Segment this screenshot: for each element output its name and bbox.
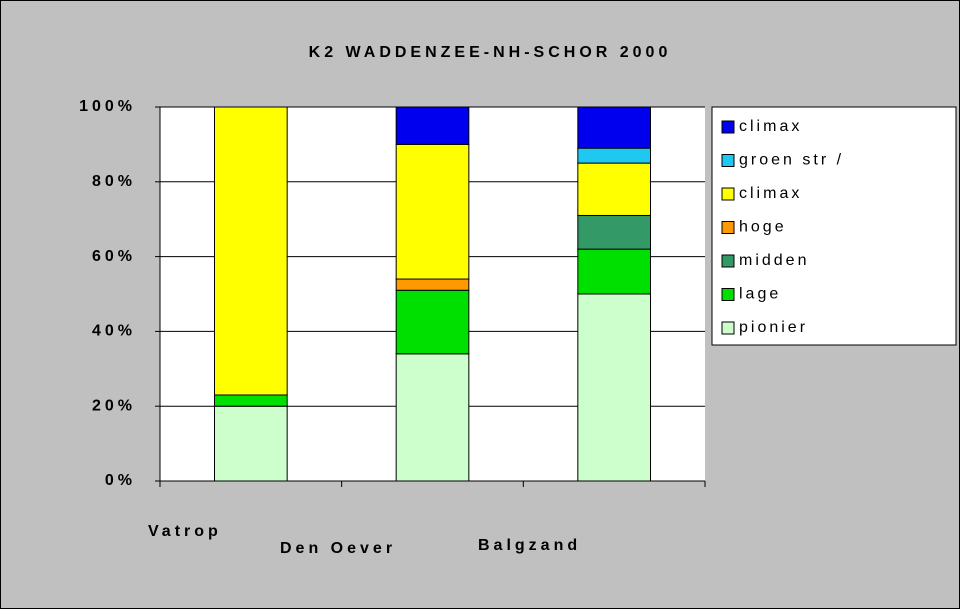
legend-swatch <box>721 254 735 268</box>
bar-segment <box>395 278 470 291</box>
legend-label: climax <box>739 118 802 135</box>
bar-segment <box>214 106 288 396</box>
y-tick-label: 0% <box>105 472 136 489</box>
legend-label: midden <box>739 252 809 269</box>
bar-segment <box>577 293 651 482</box>
bar-segment <box>395 106 470 145</box>
legend-swatch <box>721 187 735 201</box>
bar-segment <box>395 353 470 482</box>
bar-segment <box>577 162 651 216</box>
bar-segment <box>577 214 651 250</box>
bar-segment <box>577 106 651 149</box>
y-tick-label: 60% <box>92 248 136 265</box>
bar-segment <box>577 147 651 164</box>
x-tick-label: Den Oever <box>280 540 396 557</box>
legend-label: pionier <box>739 319 808 336</box>
legend-swatch <box>721 154 735 167</box>
y-tick-label: 80% <box>92 173 136 190</box>
bar-segment <box>214 405 288 482</box>
legend-label: groen str / <box>739 152 844 169</box>
legend-swatch <box>721 288 735 301</box>
x-tick-label: Vatrop <box>148 523 222 540</box>
legend-label: lage <box>739 286 781 303</box>
y-tick-label: 20% <box>92 397 136 414</box>
bar-segment <box>395 143 470 280</box>
x-tick-label: Balgzand <box>478 537 581 554</box>
bar-segment <box>577 248 651 295</box>
legend-swatch <box>721 221 735 234</box>
y-tick-label: 100% <box>79 98 136 115</box>
legend-box <box>711 106 957 346</box>
legend-swatch <box>721 321 735 335</box>
bar-segment <box>395 289 470 355</box>
legend-swatch <box>721 120 735 134</box>
y-tick-label: 40% <box>92 323 136 340</box>
bar-segment <box>214 394 288 407</box>
chart-title: K2 WADDENZEE-NH-SCHOR 2000 <box>309 44 672 61</box>
legend-label: climax <box>739 185 802 202</box>
legend-label: hoge <box>739 219 787 236</box>
